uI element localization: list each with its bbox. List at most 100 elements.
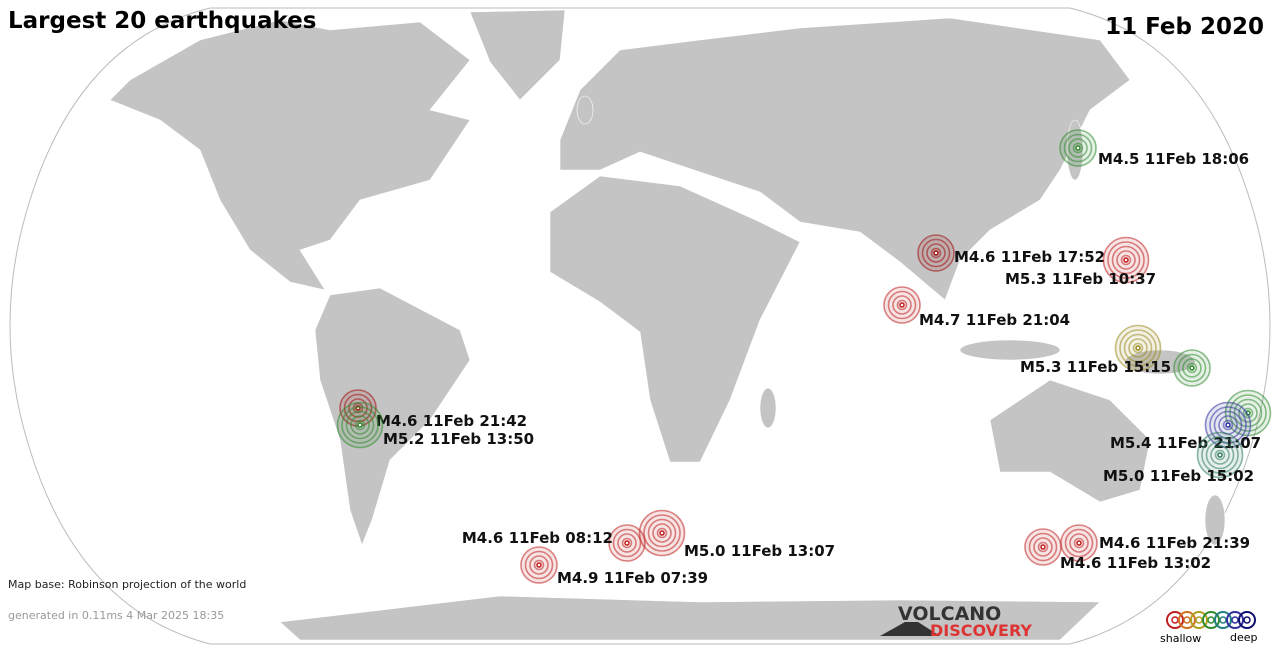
quake-marker <box>1102 236 1150 284</box>
ring <box>1037 541 1049 553</box>
center <box>899 302 905 308</box>
quake-label: M4.5 11Feb 18:06 <box>1098 150 1249 168</box>
quake-label: M4.6 11Feb 08:12 <box>462 529 613 547</box>
ring <box>1064 528 1094 558</box>
legend-ring <box>1166 611 1184 629</box>
ring <box>1209 406 1247 444</box>
legend-ring <box>1178 611 1196 629</box>
ring <box>643 514 681 552</box>
ring <box>529 555 549 575</box>
quake-label: M5.0 11Feb 13:07 <box>684 542 835 560</box>
ring <box>1120 254 1132 266</box>
ring <box>1068 138 1088 158</box>
ring <box>1063 133 1093 163</box>
north-america <box>109 19 471 291</box>
center <box>1189 365 1195 371</box>
ring <box>612 528 642 558</box>
legend-ring <box>1231 616 1239 624</box>
quake-marker <box>520 546 558 584</box>
ring <box>1072 142 1084 154</box>
ring <box>1073 537 1085 549</box>
legend-ring <box>1219 616 1227 624</box>
legend-ring <box>1183 616 1191 624</box>
ring <box>656 527 668 539</box>
quake-label: M4.6 11Feb 17:52 <box>954 248 1105 266</box>
ring <box>1128 338 1148 358</box>
south-america <box>314 287 471 546</box>
ring <box>621 537 633 549</box>
ring <box>1177 353 1207 383</box>
ring <box>930 247 942 259</box>
legend-ring <box>1226 611 1244 629</box>
logo-line2: DISCOVERY <box>930 621 1032 640</box>
logo-line1: VOLCANO <box>898 603 1001 625</box>
legend-ring <box>1207 616 1215 624</box>
quake-marker <box>1196 431 1244 479</box>
ring <box>652 523 672 543</box>
center <box>1076 540 1082 546</box>
quake-marker <box>883 286 921 324</box>
ring <box>921 238 951 268</box>
ring <box>1028 532 1058 562</box>
map-base: Map base: Robinson projection of the wor… <box>8 578 246 591</box>
legend-ring <box>1238 611 1256 629</box>
ring <box>1222 419 1234 431</box>
ring <box>354 419 366 431</box>
center <box>624 540 630 546</box>
legend-ring <box>1214 611 1232 629</box>
ring <box>341 406 379 444</box>
center <box>659 530 665 536</box>
legend-shallow: shallow <box>1160 632 1201 645</box>
quake-label: M4.6 11Feb 13:02 <box>1060 554 1211 572</box>
quake-label: M4.7 11Feb 21:04 <box>919 311 1070 329</box>
indonesia <box>959 339 1061 361</box>
ring <box>1132 342 1144 354</box>
ring <box>1229 394 1267 432</box>
legend-ring <box>1195 616 1203 624</box>
ring <box>350 415 370 435</box>
new-zealand <box>1204 494 1226 546</box>
quake-label: M5.3 11Feb 10:37 <box>1005 270 1156 288</box>
ring <box>1069 533 1089 553</box>
ring <box>524 550 554 580</box>
ring <box>1182 358 1202 378</box>
ring <box>892 295 912 315</box>
legend-ring <box>1202 611 1220 629</box>
quake-label: M4.9 11Feb 07:39 <box>557 569 708 587</box>
quake-marker <box>336 401 384 449</box>
logo-mountain <box>880 622 940 636</box>
ring <box>926 243 946 263</box>
africa <box>549 175 801 463</box>
center <box>1225 422 1231 428</box>
center <box>1135 345 1141 351</box>
legend-ring <box>1190 611 1208 629</box>
australia <box>989 379 1151 503</box>
ring <box>1116 250 1136 270</box>
quake-label: M4.6 11Feb 21:42 <box>376 412 527 430</box>
center <box>1217 452 1223 458</box>
legend-ring <box>1243 616 1251 624</box>
center <box>1075 145 1081 151</box>
legend-deep: deep <box>1230 631 1258 644</box>
ring <box>1238 403 1258 423</box>
ring <box>1214 449 1226 461</box>
ring <box>1242 407 1254 419</box>
ring <box>1119 329 1157 367</box>
ring <box>1186 362 1198 374</box>
ring <box>345 410 375 440</box>
quake-label: M5.3 11Feb 15:15 <box>1020 358 1171 376</box>
ring <box>887 290 917 320</box>
quake-marker <box>1060 524 1098 562</box>
quake-marker <box>1114 324 1162 372</box>
title: Largest 20 earthquakes <box>8 8 316 34</box>
quake-label: M5.4 11Feb 21:07 <box>1110 434 1261 452</box>
center <box>933 250 939 256</box>
quake-marker <box>1173 349 1211 387</box>
ring <box>1107 241 1145 279</box>
madagascar <box>759 387 777 429</box>
date: 11 Feb 2020 <box>1105 14 1264 40</box>
ring <box>1210 445 1230 465</box>
center <box>357 422 363 428</box>
quake-label: M5.0 11Feb 15:02 <box>1103 467 1254 485</box>
